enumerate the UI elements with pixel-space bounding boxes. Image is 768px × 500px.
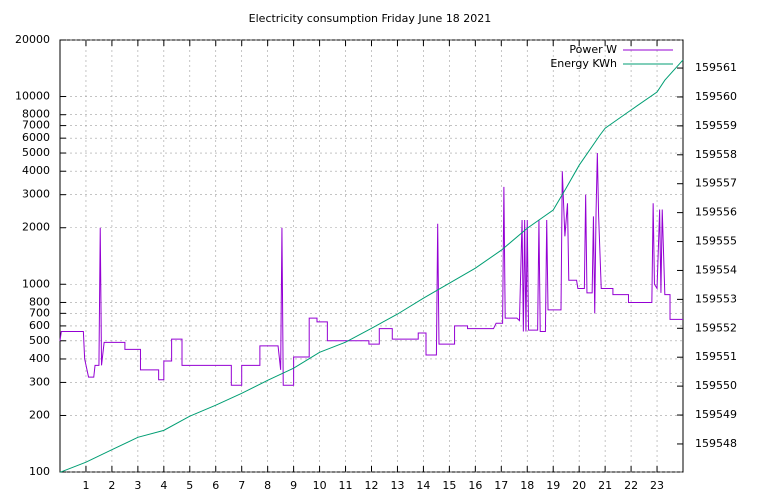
y2-tick-label: 159561 — [695, 61, 737, 74]
series-line — [59, 153, 683, 386]
y-tick-label: 200 — [29, 408, 50, 421]
y2-tick-label: 159558 — [695, 148, 737, 161]
y-tick-label: 100 — [29, 465, 50, 478]
x-tick-label: 3 — [134, 479, 141, 492]
x-tick-label: 12 — [365, 479, 379, 492]
x-tick-label: 13 — [390, 479, 404, 492]
x-tick-label: 23 — [650, 479, 664, 492]
x-tick-label: 5 — [186, 479, 193, 492]
x-tick-label: 16 — [468, 479, 482, 492]
y-tick-label: 300 — [29, 375, 50, 388]
y2-tick-label: 159550 — [695, 379, 737, 392]
series-line — [59, 59, 684, 473]
x-tick-label: 21 — [598, 479, 612, 492]
y-tick-label: 800 — [29, 295, 50, 308]
x-tick-label: 18 — [520, 479, 534, 492]
x-tick-label: 2 — [108, 479, 115, 492]
y2-tick-label: 159552 — [695, 321, 737, 334]
chart-title: Electricity consumption Friday June 18 2… — [249, 12, 492, 25]
x-tick-label: 15 — [442, 479, 456, 492]
x-tick-label: 9 — [290, 479, 297, 492]
y-tick-label: 7000 — [22, 119, 50, 132]
legend-label: Energy KWh — [550, 57, 617, 70]
y-tick-label: 8000 — [22, 108, 50, 121]
y2-tick-label: 159557 — [695, 177, 737, 190]
y2-tick-label: 159553 — [695, 292, 737, 305]
y2-tick-label: 159559 — [695, 119, 737, 132]
y-tick-label: 2000 — [22, 221, 50, 234]
y2-tick-label: 159551 — [695, 350, 737, 363]
y-tick-label: 500 — [29, 334, 50, 347]
y-tick-label: 600 — [29, 319, 50, 332]
x-tick-label: 11 — [339, 479, 353, 492]
y-tick-label: 1000 — [22, 277, 50, 290]
y-tick-label: 3000 — [22, 188, 50, 201]
x-tick-label: 10 — [313, 479, 327, 492]
x-tick-label: 6 — [212, 479, 219, 492]
y-tick-label: 700 — [29, 306, 50, 319]
y-tick-label: 5000 — [22, 146, 50, 159]
y-tick-label: 10000 — [15, 90, 50, 103]
x-tick-label: 19 — [546, 479, 560, 492]
y-tick-label: 6000 — [22, 131, 50, 144]
x-tick-label: 8 — [264, 479, 271, 492]
x-tick-label: 7 — [238, 479, 245, 492]
y2-tick-label: 159560 — [695, 90, 737, 103]
y2-tick-label: 159554 — [695, 263, 737, 276]
x-tick-label: 4 — [160, 479, 167, 492]
y-tick-label: 20000 — [15, 33, 50, 46]
y2-tick-label: 159555 — [695, 235, 737, 248]
x-tick-label: 17 — [494, 479, 508, 492]
y2-tick-label: 159549 — [695, 408, 737, 421]
y-tick-label: 4000 — [22, 164, 50, 177]
x-tick-label: 14 — [416, 479, 430, 492]
legend-label: Power W — [569, 43, 617, 56]
x-tick-label: 22 — [624, 479, 638, 492]
y-tick-label: 400 — [29, 352, 50, 365]
y2-tick-label: 159548 — [695, 437, 737, 450]
x-tick-label: 20 — [572, 479, 586, 492]
y2-tick-label: 159556 — [695, 206, 737, 219]
x-tick-label: 1 — [82, 479, 89, 492]
